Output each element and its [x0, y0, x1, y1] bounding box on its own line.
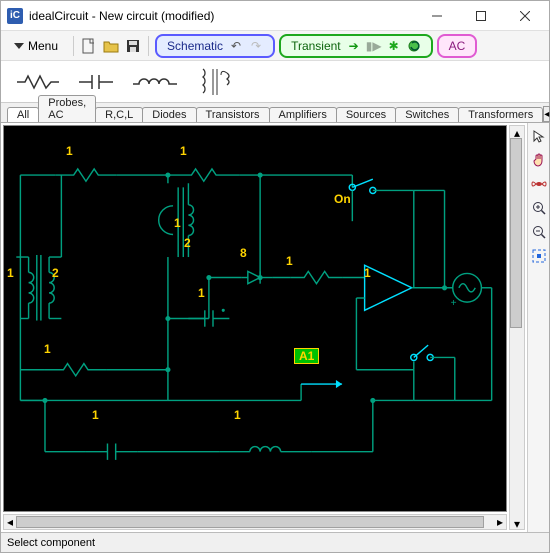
component-value-label[interactable]: 1 — [198, 286, 205, 300]
run-icon[interactable]: ➔ — [347, 39, 361, 53]
tab-schematic-label: Schematic — [167, 39, 223, 53]
loop-icon[interactable] — [407, 39, 421, 53]
circuit-drawing: + — [4, 126, 506, 511]
open-file-icon[interactable] — [102, 37, 120, 55]
tab-ac-label: AC — [449, 39, 466, 53]
cat-tab-rcl[interactable]: R,C,L — [95, 107, 143, 122]
horizontal-scrollbar[interactable]: ◂ ▸ — [3, 514, 507, 530]
tab-transient-label: Transient — [291, 39, 341, 53]
tab-ac[interactable]: AC — [437, 34, 478, 58]
app-icon: iC — [7, 8, 23, 24]
undo-icon[interactable]: ↶ — [229, 39, 243, 53]
new-file-icon[interactable] — [80, 37, 98, 55]
divider — [148, 36, 149, 56]
pause-icon[interactable]: ▮▶ — [367, 39, 381, 53]
cat-tab-probes[interactable]: Probes, AC — [38, 95, 96, 122]
cat-tab-diodes[interactable]: Diodes — [142, 107, 196, 122]
cat-tab-amplifiers[interactable]: Amplifiers — [269, 107, 337, 122]
cat-tab-transistors[interactable]: Transistors — [196, 107, 270, 122]
status-text: Select component — [7, 537, 95, 549]
cat-tab-all[interactable]: All — [7, 107, 39, 122]
minimize-button[interactable] — [415, 2, 459, 30]
close-button[interactable] — [503, 2, 547, 30]
component-value-label[interactable]: 1 — [44, 342, 51, 356]
palette-resistor-icon[interactable] — [17, 72, 59, 92]
svg-text:+: + — [451, 298, 457, 309]
palette-transformer-icon[interactable] — [197, 67, 237, 97]
component-value-label[interactable]: 1 — [174, 216, 181, 230]
component-value-label[interactable]: 1 — [286, 254, 293, 268]
tab-transient[interactable]: Transient ➔ ▮▶ ✱ — [279, 34, 433, 58]
titlebar: iC idealCircuit - New circuit (modified) — [1, 1, 549, 31]
cat-tab-sources[interactable]: Sources — [336, 107, 396, 122]
cat-tab-transformers[interactable]: Transformers — [458, 107, 543, 122]
save-file-icon[interactable] — [124, 37, 142, 55]
tab-schematic[interactable]: Schematic ↶ ↷ — [155, 34, 275, 58]
workarea: + A1 1112811On111112 ◂ ▸ ▴ ▾ — [1, 123, 549, 532]
fly-tool-icon[interactable] — [530, 175, 548, 193]
divider — [73, 36, 74, 56]
component-value-label[interactable]: 1 — [180, 144, 187, 158]
vertical-scrollbar[interactable]: ▴ ▾ — [509, 125, 525, 530]
toolbar: Menu Schematic ↶ ↷ Transient ➔ ▮▶ ✱ AC — [1, 31, 549, 61]
component-value-label[interactable]: 1 — [92, 408, 99, 422]
probe-a1-badge[interactable]: A1 — [294, 348, 319, 364]
component-value-label[interactable]: 2 — [184, 236, 191, 250]
zoom-fit-icon[interactable] — [530, 247, 548, 265]
stop-icon[interactable]: ✱ — [387, 39, 401, 53]
statusbar: Select component — [1, 532, 549, 552]
cat-tab-switches[interactable]: Switches — [395, 107, 459, 122]
component-value-label[interactable]: 1 — [364, 266, 371, 280]
component-value-label[interactable]: On — [334, 192, 351, 206]
redo-icon[interactable]: ↷ — [249, 39, 263, 53]
palette-capacitor-icon[interactable] — [79, 72, 113, 92]
pan-tool-icon[interactable] — [530, 151, 548, 169]
menu-button[interactable]: Menu — [5, 36, 67, 56]
right-tool-palette — [527, 123, 549, 532]
menu-label: Menu — [28, 39, 58, 53]
component-value-label[interactable]: 8 — [240, 246, 247, 260]
component-value-label[interactable]: 1 — [66, 144, 73, 158]
maximize-button[interactable] — [459, 2, 503, 30]
palette-inductor-icon[interactable] — [133, 72, 177, 92]
component-value-label[interactable]: 1 — [234, 408, 241, 422]
component-value-label[interactable]: 2 — [52, 266, 59, 280]
schematic-canvas[interactable]: + A1 1112811On111112 — [3, 125, 507, 512]
component-value-label[interactable]: 1 — [7, 266, 14, 280]
window-title: idealCircuit - New circuit (modified) — [29, 9, 415, 23]
zoom-out-icon[interactable] — [530, 223, 548, 241]
cat-scroll-left-icon[interactable]: ◂ — [543, 106, 550, 122]
zoom-in-icon[interactable] — [530, 199, 548, 217]
cursor-tool-icon[interactable] — [530, 127, 548, 145]
category-tabs: All Probes, AC R,C,L Diodes Transistors … — [1, 103, 549, 123]
